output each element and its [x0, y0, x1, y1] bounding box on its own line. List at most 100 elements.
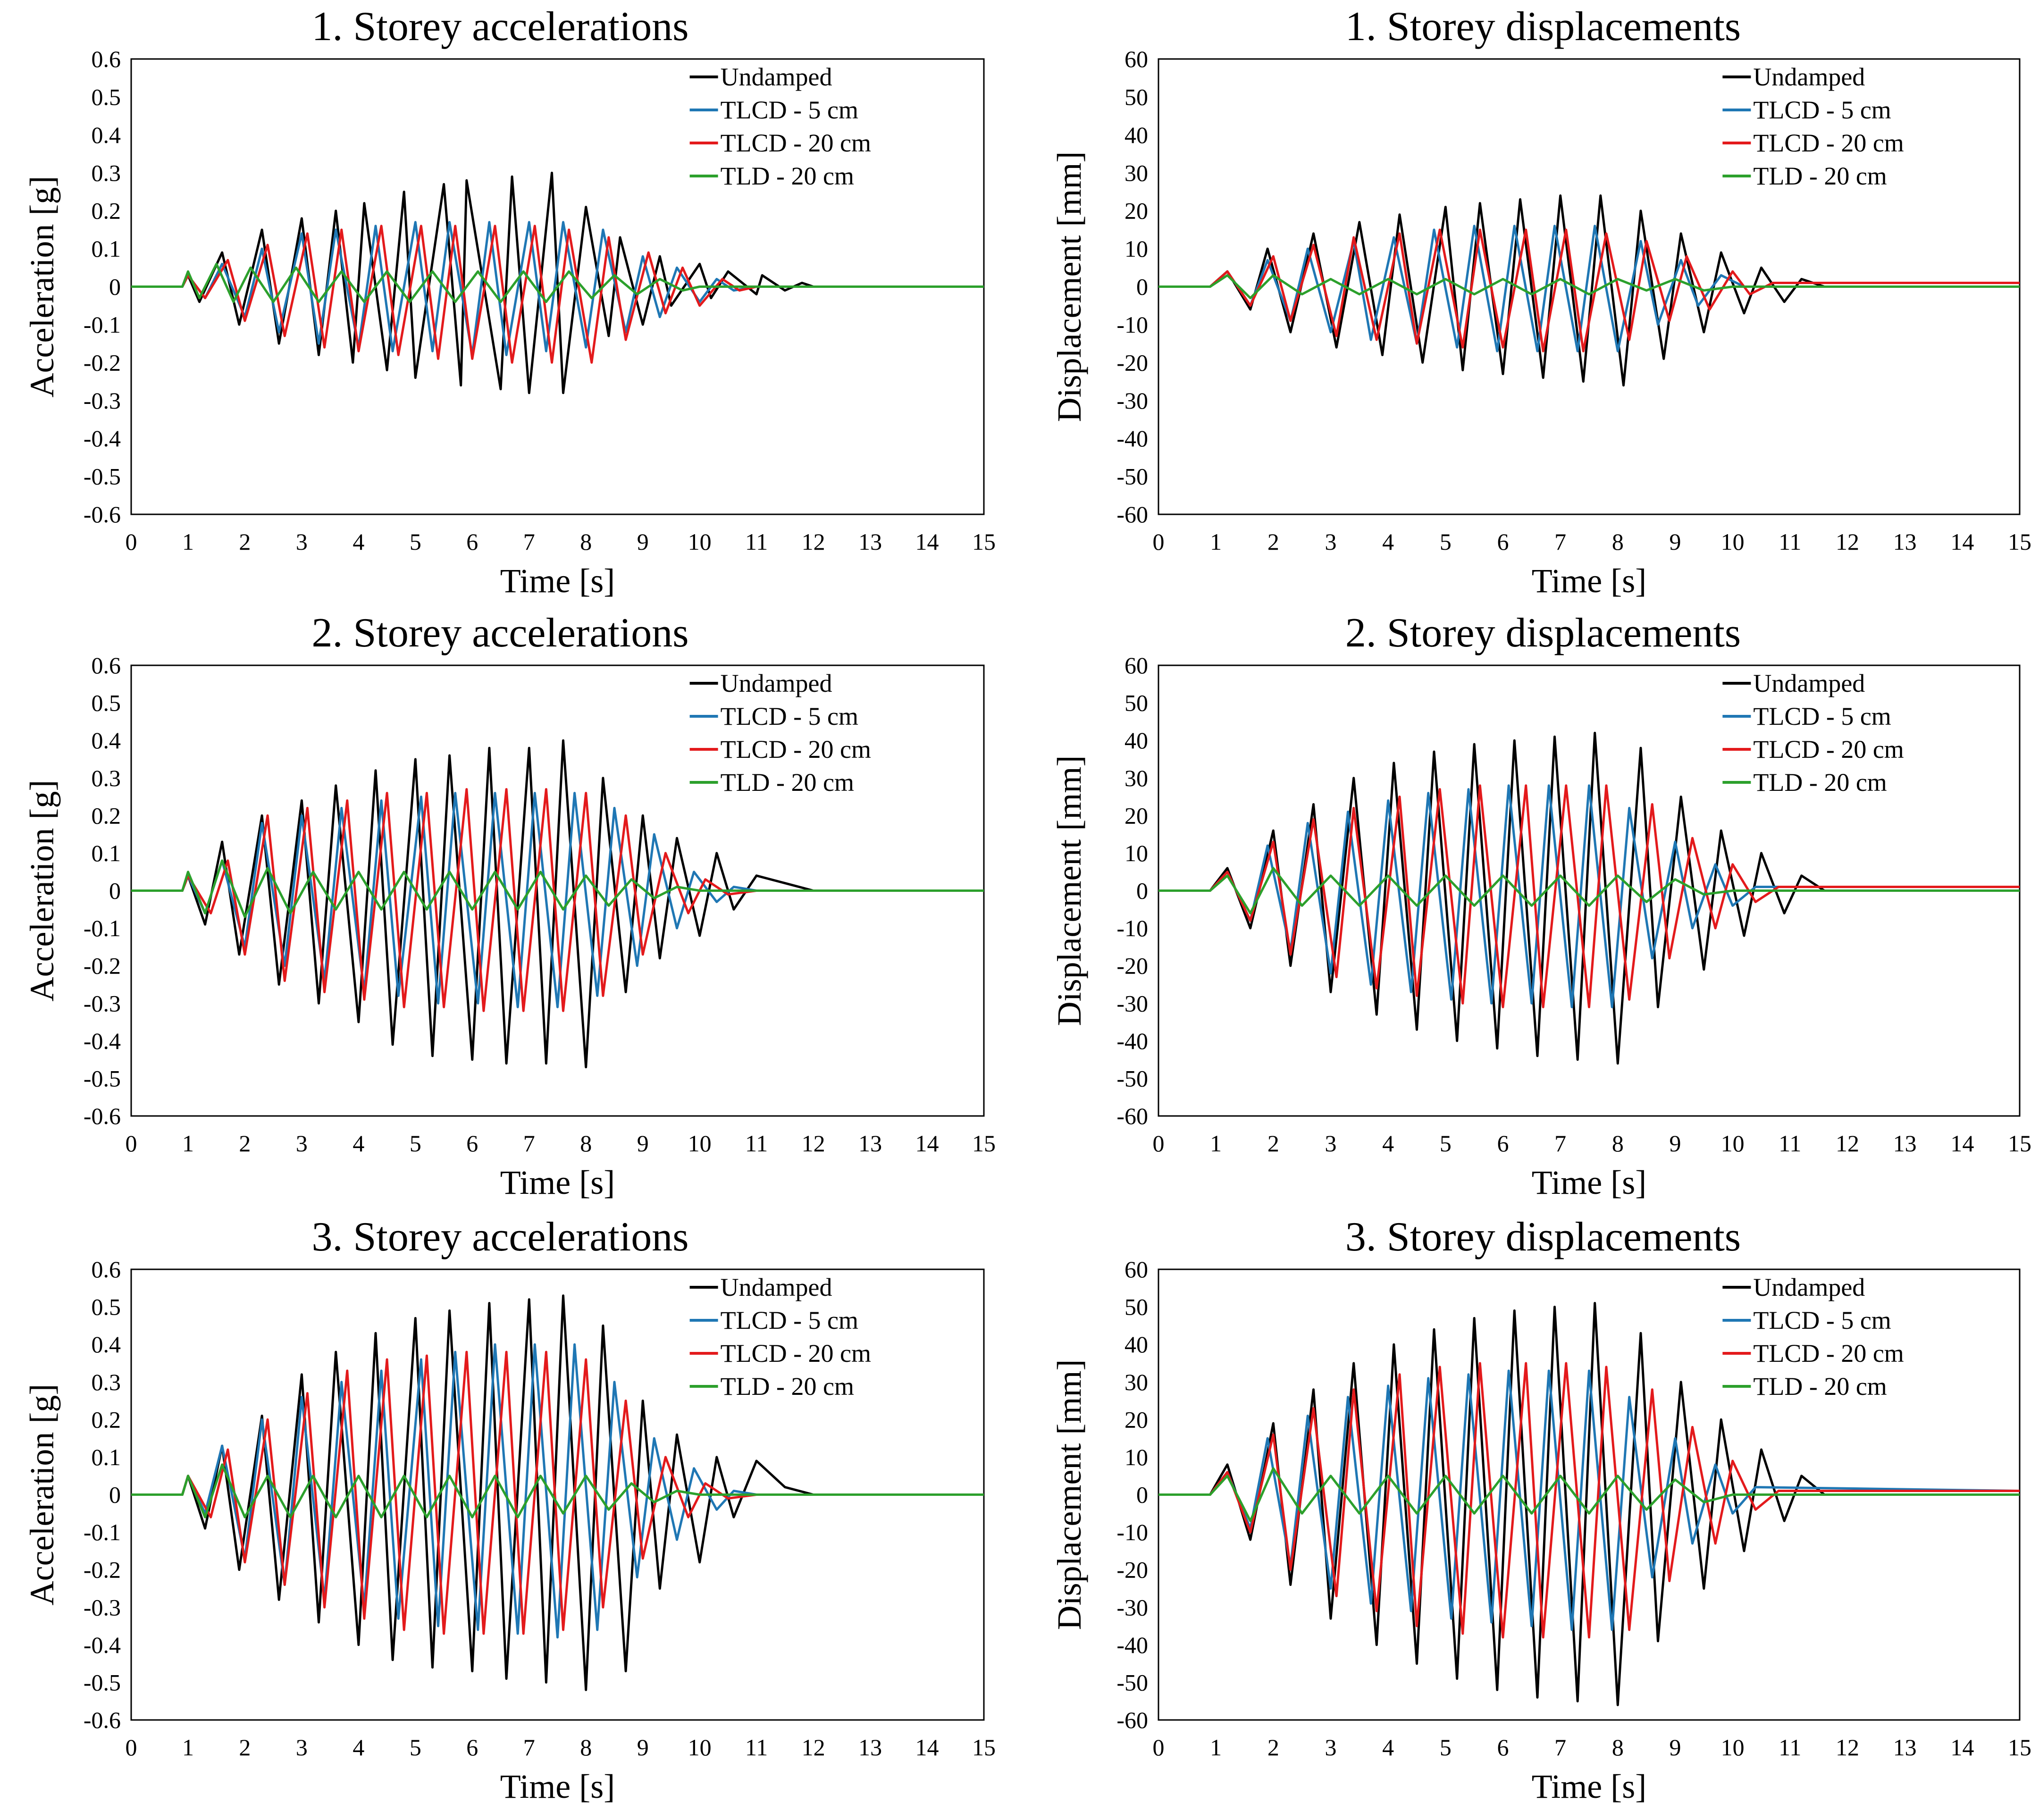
y-tick-label: -40: [1116, 425, 1148, 452]
x-tick-label: 12: [802, 1734, 825, 1761]
y-tick-label: -0.3: [84, 1594, 121, 1620]
x-tick-label: 12: [802, 528, 825, 555]
series-group: [1158, 194, 2020, 387]
series-line-tlcd-20-cm: [1158, 1362, 2020, 1639]
x-tick-label: 7: [1554, 528, 1566, 555]
x-tick-label: 7: [1554, 1130, 1566, 1157]
y-tick-label: 0: [1136, 274, 1148, 300]
y-tick-label: 50: [1124, 1294, 1148, 1320]
x-tick-label: 6: [1497, 528, 1509, 555]
x-tick-label: 10: [1721, 1734, 1745, 1761]
y-tick-label: -0.5: [84, 463, 121, 490]
series-group: [131, 1294, 984, 1691]
series-group: [131, 739, 984, 1068]
x-axis-title: Time [s]: [500, 562, 615, 600]
chart-title: 2. Storey accelerations: [311, 610, 688, 656]
x-tick-label: 2: [1267, 1130, 1279, 1157]
x-tick-label: 11: [745, 1130, 768, 1157]
chart-title: 2. Storey displacements: [1345, 610, 1741, 656]
legend-label: TLCD - 5 cm: [1753, 96, 1891, 124]
y-tick-label: 0.1: [92, 840, 121, 866]
legend-label: TLCD - 5 cm: [1753, 1306, 1891, 1334]
x-tick-label: 15: [2008, 1130, 2031, 1157]
y-tick-label: -0.3: [84, 990, 121, 1016]
x-tick-label: 10: [688, 528, 712, 555]
x-tick-label: 15: [972, 528, 996, 555]
y-tick-label: -30: [1116, 1594, 1148, 1620]
legend-label: Undamped: [721, 669, 832, 697]
x-tick-label: 15: [972, 1734, 996, 1761]
x-tick-label: 6: [466, 528, 478, 555]
x-tick-label: 2: [239, 528, 251, 555]
legend-label: TLCD - 5 cm: [721, 702, 858, 730]
x-tick-label: 10: [688, 1130, 712, 1157]
y-tick-label: 0.4: [92, 122, 121, 148]
x-tick-label: 13: [858, 1130, 882, 1157]
y-tick-label: 10: [1124, 840, 1148, 866]
x-tick-label: 5: [410, 528, 421, 555]
x-tick-label: 8: [1612, 1734, 1624, 1761]
y-tick-label: 0.2: [92, 802, 121, 829]
x-tick-label: 6: [1497, 1130, 1509, 1157]
x-tick-label: 2: [239, 1734, 251, 1761]
y-tick-label: 40: [1124, 122, 1148, 148]
y-tick-label: 50: [1124, 84, 1148, 110]
y-tick-label: 20: [1124, 1406, 1148, 1433]
y-tick-label: -20: [1116, 953, 1148, 979]
y-tick-label: 0.2: [92, 198, 121, 224]
x-tick-label: 5: [410, 1734, 421, 1761]
legend-label: TLCD - 20 cm: [1753, 735, 1904, 763]
series-line-undamped: [131, 739, 984, 1068]
y-tick-label: -0.4: [84, 1028, 121, 1054]
x-tick-label: 9: [637, 528, 649, 555]
y-tick-label: 60: [1124, 652, 1148, 679]
x-tick-label: 6: [466, 1130, 478, 1157]
series-line-tlcd-20-cm: [1158, 784, 2020, 1008]
x-tick-label: 4: [1382, 528, 1394, 555]
y-tick-label: 20: [1124, 198, 1148, 224]
y-tick-label: -0.5: [84, 1669, 121, 1695]
y-tick-label: -10: [1116, 311, 1148, 338]
y-tick-label: 0.3: [92, 1369, 121, 1395]
x-tick-label: 3: [1325, 1130, 1337, 1157]
chart-disp3: 3. Storey displacements6050403020100-10-…: [1050, 1214, 2031, 1805]
x-tick-label: 1: [182, 1734, 194, 1761]
x-tick-label: 3: [296, 1734, 308, 1761]
legend-label: TLD - 20 cm: [721, 162, 854, 190]
x-tick-label: 1: [182, 1130, 194, 1157]
x-axis-title: Time [s]: [500, 1164, 615, 1201]
series-line-tlcd-20-cm: [131, 1350, 984, 1635]
x-tick-label: 5: [410, 1130, 421, 1157]
y-tick-label: 30: [1124, 765, 1148, 791]
y-axis-title: Displacement [mm]: [1050, 151, 1088, 422]
series-line-tlcd-20-cm: [1158, 228, 2020, 352]
y-tick-label: -0.3: [84, 387, 121, 414]
x-tick-label: 15: [972, 1130, 996, 1157]
x-tick-label: 14: [915, 528, 939, 555]
x-tick-label: 12: [1836, 528, 1859, 555]
x-tick-label: 1: [1210, 1734, 1222, 1761]
chart-disp1: 1. Storey displacements6050403020100-10-…: [1050, 4, 2031, 600]
legend-label: TLCD - 5 cm: [721, 1306, 858, 1334]
y-tick-label: -0.6: [84, 1103, 121, 1129]
y-tick-label: 40: [1124, 727, 1148, 754]
y-tick-label: -10: [1116, 915, 1148, 941]
y-tick-label: -0.2: [84, 349, 121, 376]
y-tick-label: 60: [1124, 46, 1148, 72]
series-line-tlcd-5-cm: [131, 221, 984, 356]
x-tick-label: 10: [1721, 528, 1745, 555]
x-tick-label: 11: [1779, 1734, 1801, 1761]
y-tick-label: 30: [1124, 159, 1148, 186]
y-tick-label: -0.6: [84, 1707, 121, 1733]
x-tick-label: 9: [1670, 1734, 1681, 1761]
series-group: [1158, 731, 2020, 1065]
y-axis-title: Displacement [mm]: [1050, 1359, 1088, 1630]
x-tick-label: 13: [1893, 528, 1917, 555]
x-tick-label: 8: [1612, 1130, 1624, 1157]
x-tick-label: 0: [126, 528, 137, 555]
chart-acc2: 2. Storey accelerations 0.6 0.5 0.4 0.3 0.2 0.…: [23, 610, 996, 1201]
y-tick-label: 0: [1136, 878, 1148, 904]
chart-title: 3. Storey displacements: [1345, 1214, 1741, 1260]
x-tick-label: 5: [1440, 1130, 1452, 1157]
x-tick-label: 7: [523, 1734, 535, 1761]
